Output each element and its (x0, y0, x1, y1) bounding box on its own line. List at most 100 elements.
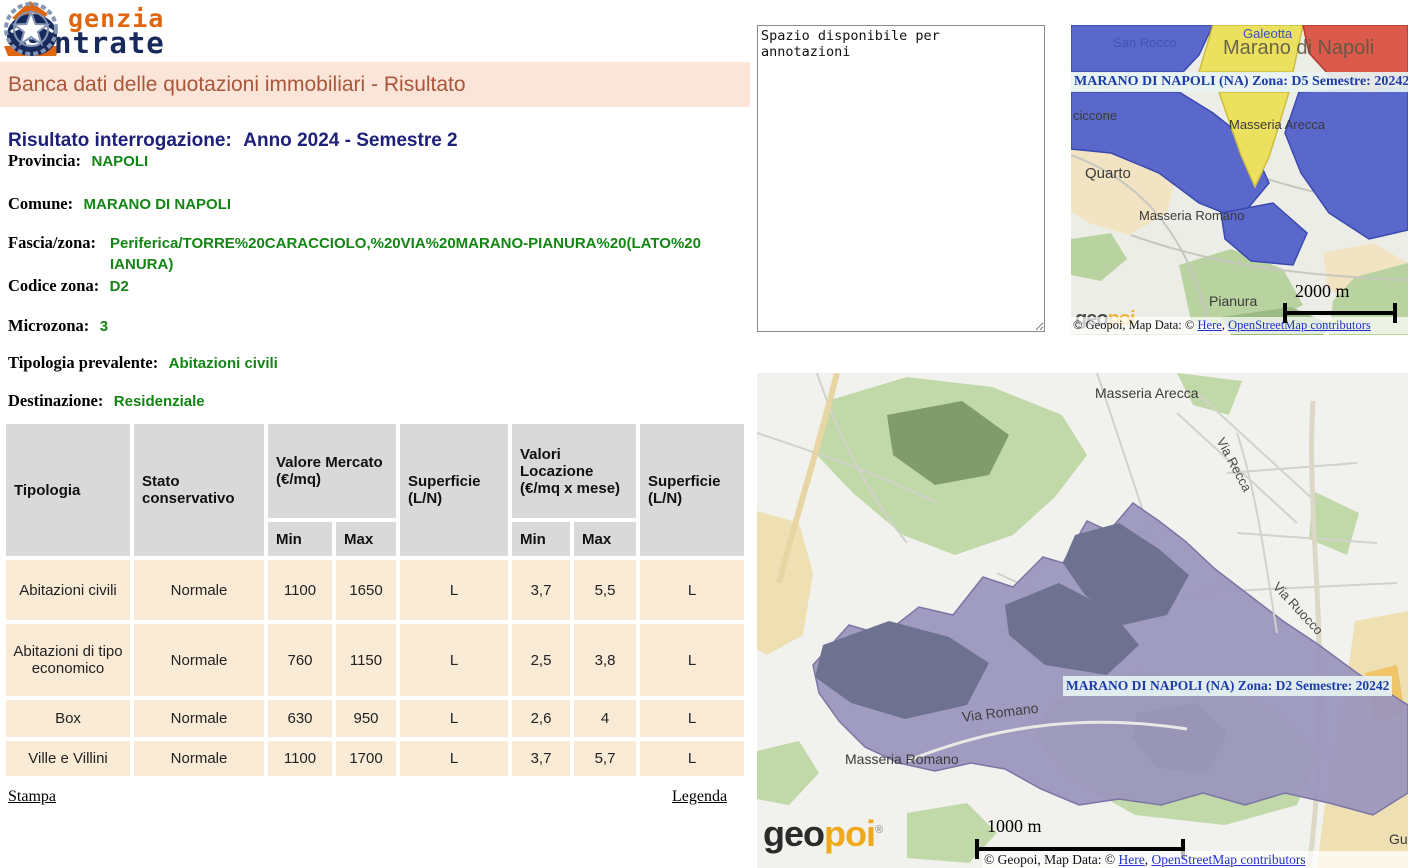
cell-stato: Normale (134, 624, 264, 696)
result-value: Anno 2024 - Semestre 2 (243, 130, 458, 151)
map-top-scale-label: 2000 m (1295, 281, 1350, 301)
map-label-ciccone: ciccone (1073, 108, 1118, 123)
map-label-quarto: Quarto (1085, 165, 1131, 182)
col-header-tipologia: Tipologia (6, 424, 130, 556)
agenzia-entrate-logo: e genzia ntrate (2, 0, 252, 60)
provincia-line: Provincia: NAPOLI (8, 151, 148, 171)
legenda-link[interactable]: Legenda (672, 788, 728, 805)
map-label-masseria-romano: Masseria Romano (845, 751, 959, 767)
cell-vm-min: 1100 (268, 560, 332, 620)
cell-vm-min: 1100 (268, 741, 332, 776)
query-result-line: Risultato interrogazione: Anno 2024 - Se… (8, 130, 458, 152)
table-row: Ville e Villini Normale 1100 1700 L 3,7 … (6, 741, 744, 776)
cell-stato: Normale (134, 700, 264, 737)
cell-stato: Normale (134, 560, 264, 620)
destinazione-line: Destinazione: Residenziale (8, 391, 205, 411)
attribution-text: © Geopoi, Map Data: © (1073, 318, 1198, 332)
annotations-textarea[interactable]: Spazio disponibile per annotazioni (757, 25, 1045, 332)
banner: Banca dati delle quotazioni immobiliari … (0, 62, 750, 107)
geopoi-text-poi: poi (824, 813, 876, 854)
italy-emblem-icon (4, 2, 58, 56)
cell-vl-min: 2,6 (512, 700, 570, 737)
cell-sup2: L (640, 741, 744, 776)
map-label-gua: Gua (1389, 831, 1408, 847)
page-title: Banca dati delle quotazioni immobiliari … (8, 72, 466, 96)
cell-vl-max: 5,7 (574, 741, 636, 776)
col-header-vl-min: Min (512, 522, 570, 556)
map-top-scale-bar (1283, 303, 1397, 323)
cell-vl-max: 3,8 (574, 624, 636, 696)
cell-stato: Normale (134, 741, 264, 776)
here-link[interactable]: Here (1118, 852, 1145, 867)
map-label-masseria-arecca: Masseria Arecca (1095, 385, 1199, 401)
stampa-link[interactable]: Stampa (8, 788, 56, 805)
cell-sup1: L (400, 741, 508, 776)
map-label-masseria-arecca: Masseria Arecca (1229, 117, 1326, 132)
map-bottom-caption: MARANO DI NAPOLI (NA) Zona: D2 Semestre:… (1063, 676, 1393, 696)
attribution-separator: , (1144, 852, 1152, 867)
cell-tipologia: Box (6, 700, 130, 737)
map-label-pianura: Pianura (1209, 293, 1258, 309)
tipologia-prevalente-line: Tipologia prevalente: Abitazioni civili (8, 353, 278, 373)
destinazione-label: Destinazione: (8, 391, 104, 410)
codice-label: Codice zona: (8, 276, 100, 295)
cell-vl-max: 4 (574, 700, 636, 737)
cell-sup1: L (400, 560, 508, 620)
cell-vm-min: 760 (268, 624, 332, 696)
map-top-caption: MARANO DI NAPOLI (NA) Zona: D5 Semestre:… (1071, 72, 1408, 92)
geopoi-text-geo: geo (763, 813, 825, 854)
cell-vm-min: 630 (268, 700, 332, 737)
attribution-text: © Geopoi, Map Data: © (984, 852, 1119, 867)
attribution-separator: , (1221, 318, 1229, 332)
table-row: Abitazioni civili Normale 1100 1650 L 3,… (6, 560, 744, 620)
cell-vm-max: 1150 (336, 624, 396, 696)
map-zone-d2-image (757, 373, 1408, 868)
table-row: Box Normale 630 950 L 2,6 4 L (6, 700, 744, 737)
logo-text-agenzia: genzia (68, 4, 165, 33)
map-top-attribution: © Geopoi, Map Data: © Here, OpenStreetMa… (1071, 317, 1408, 334)
fascia-zona-line: Fascia/zona: Periferica/TORRE%20CARACCIO… (8, 233, 701, 275)
col-header-superficie-2: Superficie (L/N) (640, 424, 744, 556)
tipologia-prevalente-label: Tipologia prevalente: (8, 353, 159, 372)
fascia-label: Fascia/zona: (8, 233, 96, 252)
comune-label: Comune: (8, 194, 74, 213)
fascia-value: Periferica/TORRE%20CARACCIOLO,%20VIA%20M… (110, 233, 701, 275)
map-label-san-rocco: San Rocco (1113, 35, 1177, 50)
provincia-label: Provincia: (8, 151, 82, 170)
col-header-vl-max: Max (574, 522, 636, 556)
codice-value: D2 (109, 278, 129, 295)
col-header-stato: Stato conservativo (134, 424, 264, 556)
col-header-valore-mercato: Valore Mercato (€/mq) (268, 424, 396, 518)
geopoi-registered-mark: ® (875, 824, 884, 836)
col-header-valori-locazione: Valori Locazione (€/mq x mese) (512, 424, 636, 518)
here-link[interactable]: Here (1197, 318, 1222, 332)
openstreetmap-link[interactable]: OpenStreetMap contributors (1228, 318, 1371, 332)
map-label-masseria-romano: Masseria Romano (1139, 208, 1245, 223)
fascia-value-line1: Periferica/TORRE%20CARACCIOLO,%20VIA%20M… (110, 235, 701, 252)
microzona-line: Microzona: 3 (8, 316, 108, 336)
provincia-value: NAPOLI (91, 153, 149, 170)
cell-vm-max: 1650 (336, 560, 396, 620)
destinazione-value: Residenziale (113, 393, 205, 410)
microzona-label: Microzona: (8, 316, 90, 335)
cell-tipologia: Ville e Villini (6, 741, 130, 776)
col-header-vm-min: Min (268, 522, 332, 556)
tipologia-prevalente-value: Abitazioni civili (168, 355, 278, 372)
cell-vm-max: 1700 (336, 741, 396, 776)
cell-vm-max: 950 (336, 700, 396, 737)
cell-sup1: L (400, 700, 508, 737)
map-bottom-scale-label: 1000 m (987, 816, 1042, 836)
quotations-table: Tipologia Stato conservativo Valore Merc… (2, 420, 748, 780)
comune-line: Comune: MARANO DI NAPOLI (8, 194, 231, 214)
col-header-vm-max: Max (336, 522, 396, 556)
logo-text-entrate: ntrate (54, 26, 165, 60)
cell-sup1: L (400, 624, 508, 696)
cell-vl-min: 3,7 (512, 560, 570, 620)
geopoi-logo: geopoi® (763, 813, 883, 855)
cell-tipologia: Abitazioni civili (6, 560, 130, 620)
openstreetmap-link[interactable]: OpenStreetMap contributors (1151, 852, 1306, 867)
col-header-superficie-1: Superficie (L/N) (400, 424, 508, 556)
cell-vl-max: 5,5 (574, 560, 636, 620)
microzona-value: 3 (99, 318, 109, 335)
